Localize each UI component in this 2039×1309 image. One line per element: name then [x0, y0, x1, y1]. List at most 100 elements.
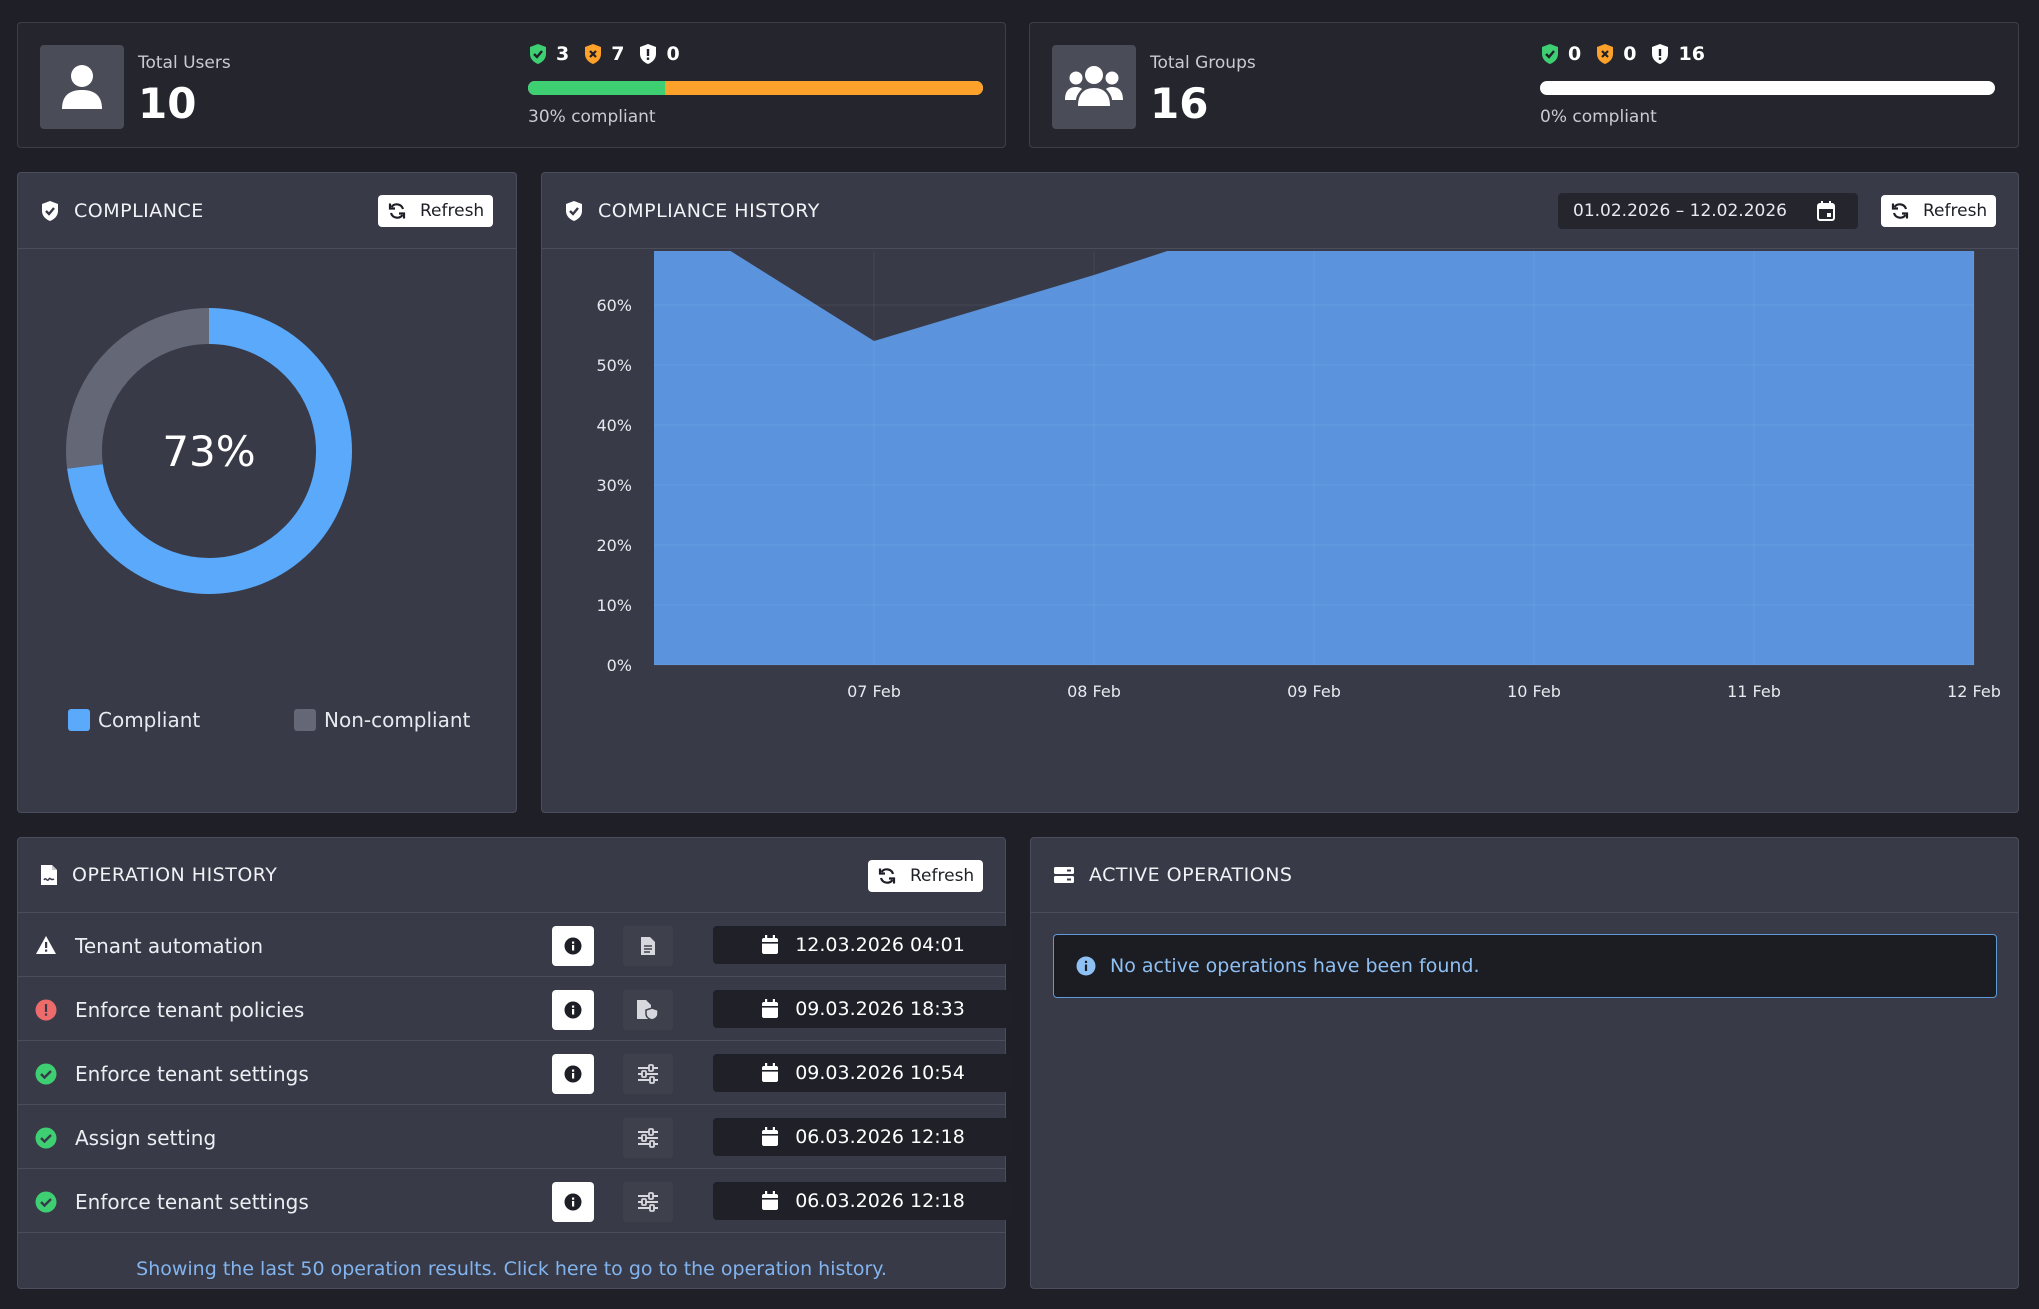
- refresh-icon: [388, 203, 406, 219]
- operation-date-value: 12.03.2026 04:01: [795, 934, 965, 956]
- groups-stat-card: Total Groups 16 0 0 16 0% compliant: [1029, 22, 2019, 148]
- operation-type-button[interactable]: [623, 926, 673, 966]
- date-range-value: 01.02.2026 – 12.02.2026: [1573, 201, 1787, 221]
- operation-date-value: 06.03.2026 12:18: [795, 1190, 965, 1212]
- warning-triangle-icon: [35, 935, 57, 959]
- groups-label: Total Groups: [1150, 53, 1256, 73]
- operation-row[interactable]: Enforce tenant settings 09.03.2026 10:54: [18, 1042, 1013, 1105]
- users-compliance-bar: [528, 81, 983, 95]
- y-tick-label: 70%: [596, 251, 632, 255]
- compliance-history-chart: 0% 10% 20% 30% 40% 50% 60% 70% 07 Feb 08 Feb 09 Fe…: [596, 251, 2001, 701]
- groups-noncompliant-count: 0: [1623, 43, 1637, 65]
- y-tick-label: 10%: [596, 596, 632, 615]
- sliders-icon: [638, 1128, 658, 1148]
- operation-type-button[interactable]: [623, 990, 673, 1030]
- operation-history-header: OPERATION HISTORY Refresh: [18, 838, 1005, 913]
- operation-row[interactable]: Assign setting 06.03.2026 12:18: [18, 1106, 1013, 1169]
- error-circle-icon: [35, 999, 57, 1025]
- compliance-title: COMPLIANCE: [74, 199, 204, 222]
- y-tick-label: 30%: [596, 476, 632, 495]
- groups-compliant-count: 0: [1568, 43, 1582, 65]
- donut-slice-non-compliant[interactable]: [66, 308, 352, 594]
- history-refresh-label: Refresh: [1923, 201, 1988, 221]
- legend-noncompliant-swatch: [294, 709, 316, 731]
- calendar-icon: [762, 1063, 779, 1082]
- donut-center-label: 73%: [162, 427, 255, 476]
- x-tick-label: 10 Feb: [1507, 682, 1561, 701]
- operation-row[interactable]: Enforce tenant policies 09.03.2026 18:33: [18, 978, 1013, 1041]
- operation-info-button[interactable]: [552, 990, 594, 1030]
- legend-compliant[interactable]: Compliant: [68, 708, 200, 732]
- file-shield-icon: [637, 1000, 659, 1021]
- active-operations-card: ACTIVE OPERATIONS No active operations h…: [1030, 837, 2019, 1289]
- date-range-picker[interactable]: 01.02.2026 – 12.02.2026: [1558, 193, 1858, 229]
- operation-date: 09.03.2026 10:54: [713, 1054, 1013, 1092]
- groups-compliance-counts: 0 0 16: [1540, 43, 1719, 65]
- operation-info-button[interactable]: [552, 1182, 594, 1222]
- info-circle-icon: [1076, 956, 1096, 976]
- operation-name: Enforce tenant settings: [75, 1190, 309, 1214]
- operation-type-button[interactable]: [623, 1182, 673, 1222]
- users-stat-card: Total Users 10 3 7 0 30% compliant: [17, 22, 1006, 148]
- info-icon: [564, 1193, 582, 1211]
- server-icon: [1053, 866, 1075, 884]
- compliance-history-title: COMPLIANCE HISTORY: [598, 199, 820, 222]
- x-tick-label: 12 Feb: [1947, 682, 2001, 701]
- operation-row[interactable]: Tenant automation 12.03.2026 04:01: [18, 914, 1013, 977]
- shield-check-icon: [40, 200, 60, 222]
- operation-date-value: 06.03.2026 12:18: [795, 1126, 965, 1148]
- users-bar-noncompliant: [664, 81, 983, 95]
- operation-info-button[interactable]: [552, 1054, 594, 1094]
- operation-date: 09.03.2026 18:33: [713, 990, 1013, 1028]
- compliance-history-header: COMPLIANCE HISTORY 01.02.2026 – 12.02.20…: [542, 173, 2018, 249]
- operation-type-button[interactable]: [623, 1054, 673, 1094]
- users-compliant-text: 30% compliant: [528, 107, 656, 127]
- info-icon: [564, 1001, 582, 1019]
- operation-refresh-label: Refresh: [910, 866, 975, 886]
- users-compliance-counts: 3 7 0: [528, 43, 694, 65]
- shield-check-icon: [530, 44, 546, 64]
- success-check-icon: [35, 1191, 57, 1217]
- legend-noncompliant[interactable]: Non-compliant: [294, 708, 470, 732]
- history-area-series[interactable]: [654, 251, 1974, 665]
- compliance-card: COMPLIANCE Refresh 73% Compliant Non-com…: [17, 172, 517, 813]
- groups-count: 16: [1150, 79, 1209, 128]
- y-tick-label: 0%: [607, 656, 632, 675]
- users-count: 10: [138, 79, 197, 128]
- document-icon: [641, 937, 655, 955]
- operation-date: 06.03.2026 12:18: [713, 1118, 1013, 1156]
- operation-date: 06.03.2026 12:18: [713, 1182, 1013, 1220]
- refresh-icon: [878, 868, 896, 884]
- operation-info-button[interactable]: [552, 926, 594, 966]
- users-bar-compliant: [528, 81, 665, 95]
- users-compliant-count: 3: [556, 43, 570, 65]
- shield-check-icon: [1542, 44, 1558, 64]
- no-active-operations-message: No active operations have been found.: [1110, 955, 1480, 977]
- operation-name: Enforce tenant policies: [75, 998, 305, 1022]
- compliance-refresh-button[interactable]: Refresh: [378, 195, 494, 227]
- shield-x-icon: [1597, 44, 1614, 64]
- users-group-icon: [1052, 45, 1136, 129]
- operation-refresh-button[interactable]: Refresh: [868, 860, 984, 892]
- operation-history-link[interactable]: Showing the last 50 operation results. C…: [136, 1258, 887, 1280]
- y-tick-label: 40%: [596, 416, 632, 435]
- operation-name: Assign setting: [75, 1126, 217, 1150]
- operation-name: Enforce tenant settings: [75, 1062, 309, 1086]
- calendar-icon: [762, 935, 779, 954]
- sliders-icon: [638, 1192, 658, 1212]
- x-tick-label: 11 Feb: [1727, 682, 1781, 701]
- y-tick-label: 60%: [596, 296, 632, 315]
- users-unknown-count: 0: [666, 43, 680, 65]
- history-refresh-button[interactable]: Refresh: [1881, 195, 1997, 227]
- success-check-icon: [35, 1063, 57, 1089]
- info-icon: [564, 937, 582, 955]
- shield-exclamation-icon: [1652, 44, 1669, 64]
- users-label: Total Users: [138, 53, 231, 73]
- operation-type-button[interactable]: [623, 1118, 673, 1158]
- operation-name: Tenant automation: [75, 934, 263, 958]
- x-tick-label: 07 Feb: [847, 682, 901, 701]
- compliance-refresh-label: Refresh: [420, 201, 485, 221]
- operation-row[interactable]: Enforce tenant settings 06.03.2026 12:18: [18, 1170, 1013, 1233]
- calendar-icon[interactable]: [1816, 200, 1836, 222]
- groups-compliant-text: 0% compliant: [1540, 107, 1657, 127]
